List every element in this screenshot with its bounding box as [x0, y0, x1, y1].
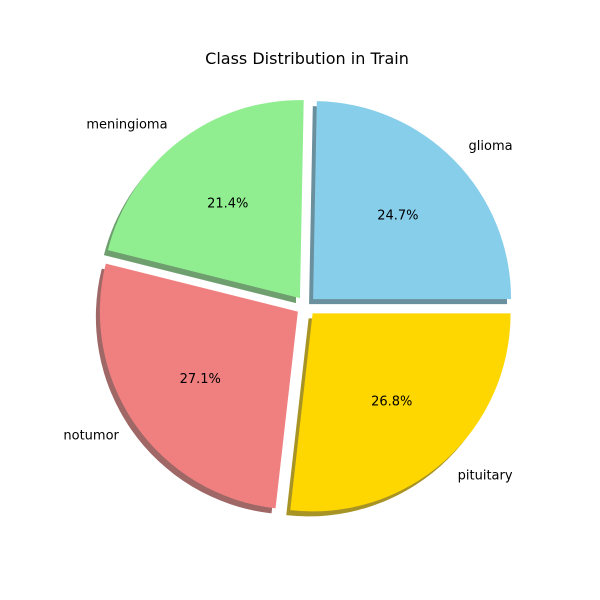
slice-pituitary — [290, 313, 511, 512]
slice-percent-glioma: 24.7% — [377, 208, 418, 223]
chart-title: Class Distribution in Train — [205, 49, 409, 68]
slice-notumor — [99, 263, 298, 509]
slice-meningioma — [107, 100, 304, 299]
slice-percent-pituitary: 26.8% — [371, 395, 412, 410]
slice-label-pituitary: pituitary — [458, 468, 513, 483]
slice-glioma — [313, 101, 512, 300]
label-layer: glioma 24.7% meningioma 21.4% notumor 27.1% pi… — [63, 118, 512, 484]
slice-percent-meningioma: 21.4% — [207, 196, 248, 211]
slice-label-glioma: glioma — [469, 139, 513, 154]
slice-layer — [99, 100, 512, 512]
slice-label-meningioma: meningioma — [86, 118, 167, 133]
slice-label-notumor: notumor — [63, 428, 119, 443]
slice-percent-notumor: 27.1% — [180, 372, 221, 387]
